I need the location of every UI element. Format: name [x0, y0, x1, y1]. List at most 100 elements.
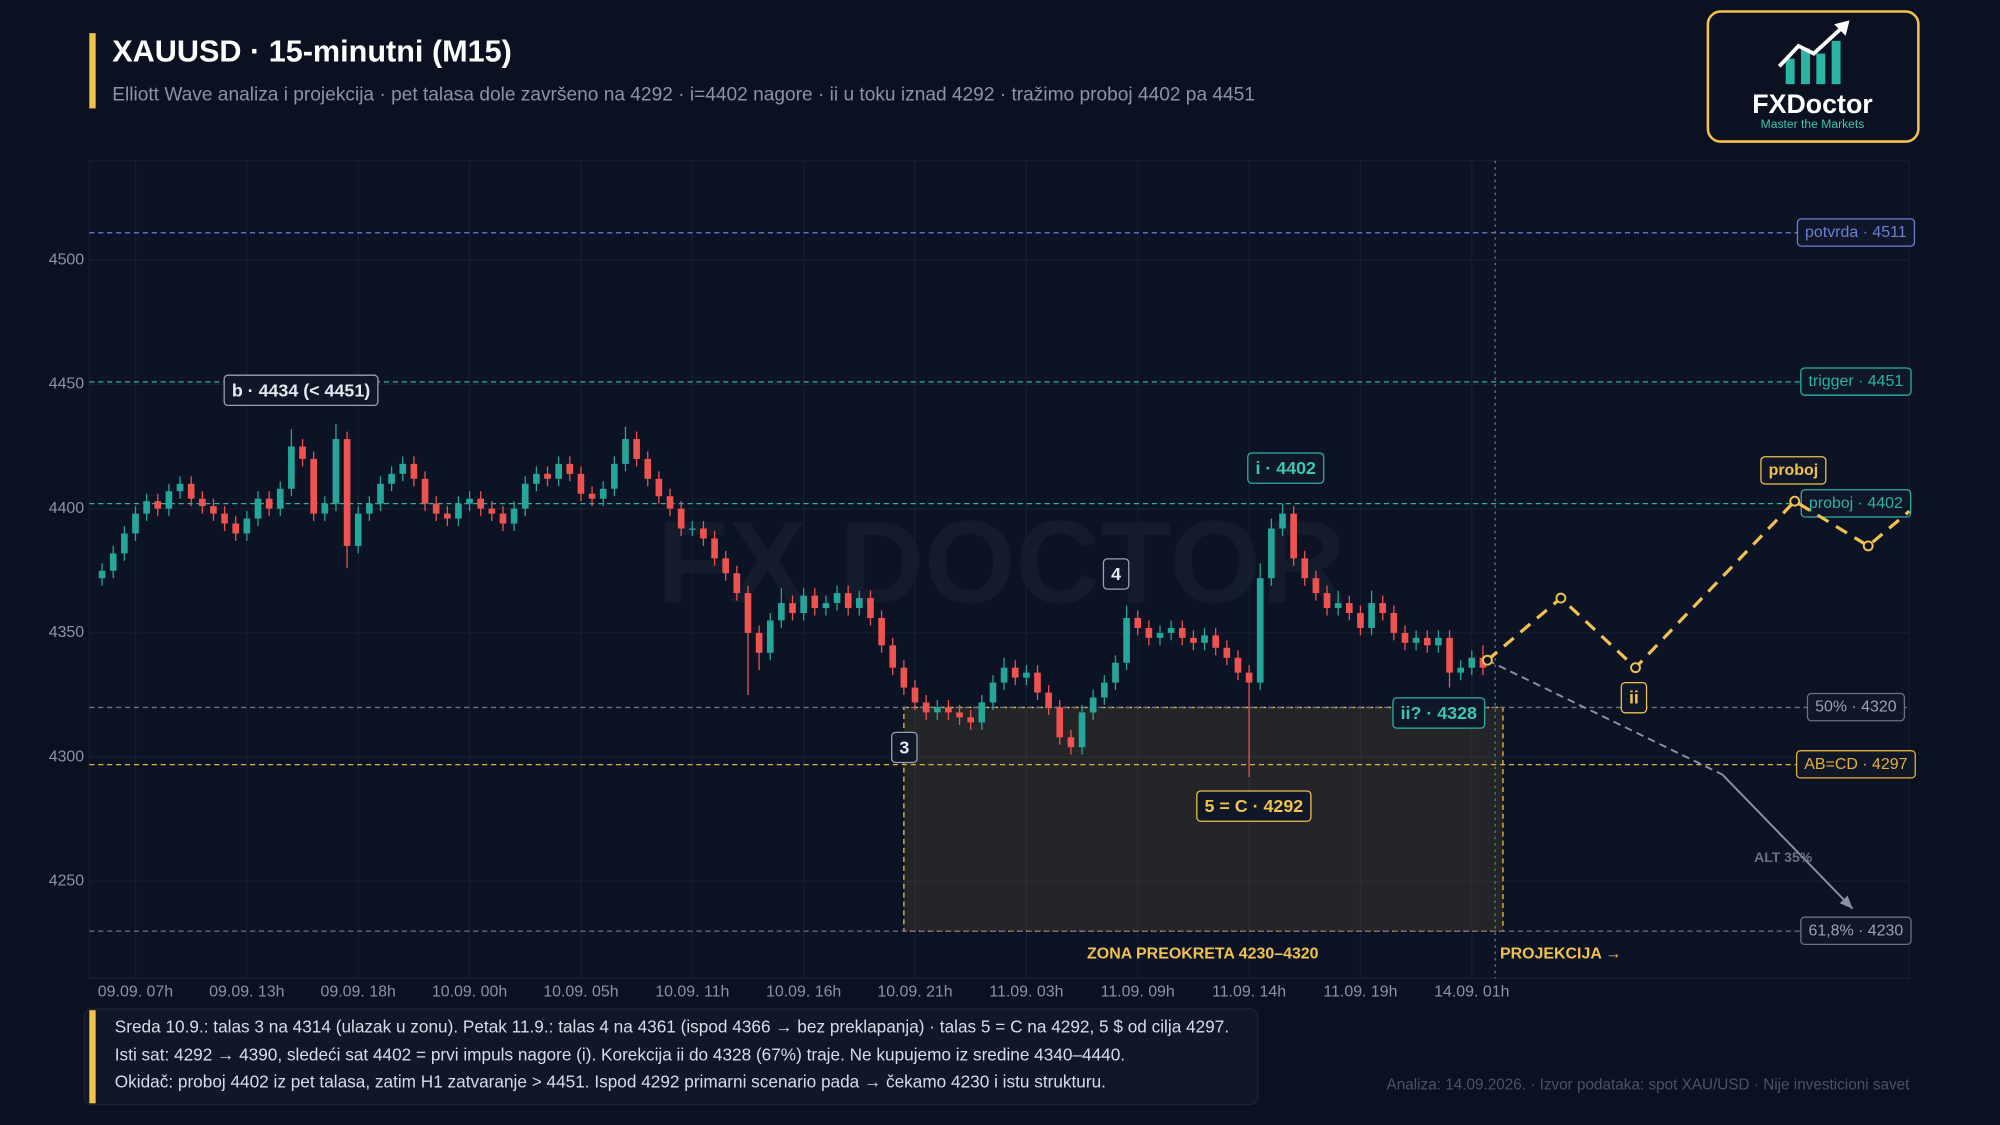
candle-body: [733, 573, 741, 594]
candle-body: [299, 446, 306, 459]
projection-point: [1630, 662, 1641, 674]
logo-name: FXDoctor: [1752, 89, 1873, 119]
candle-body: [1401, 632, 1409, 643]
candle-body: [132, 513, 139, 534]
wave-label: b · 4434 (< 4451): [232, 380, 370, 400]
wave-label: ii: [1629, 688, 1639, 708]
candle-body: [789, 603, 796, 614]
note-line: Isti sat: 4292 → 4390, sledeći sat 4402 …: [115, 1045, 1125, 1065]
y-tick-label: 4450: [49, 376, 85, 393]
x-tick-label: 09.09. 13h: [209, 984, 284, 1001]
candle-body: [1256, 578, 1264, 683]
candle-body: [198, 498, 206, 507]
candle-body: [210, 506, 217, 514]
candle-body: [878, 617, 885, 646]
candle-body: [1134, 617, 1142, 628]
candle-body: [477, 498, 485, 509]
logo-frame: [1706, 10, 1920, 143]
label-box: [1247, 452, 1325, 484]
candle-body: [521, 483, 529, 509]
candle-body: [1067, 737, 1075, 748]
y-tick-label: 4400: [49, 500, 85, 517]
plot-area: [88, 160, 1911, 979]
candle-body: [1123, 617, 1130, 663]
wave-label: 5 = C · 4292: [1204, 796, 1303, 816]
candle-body: [1223, 647, 1231, 658]
candle-body: [1457, 667, 1464, 673]
x-tick-label: 09.09. 07h: [98, 984, 173, 1001]
candle-body: [811, 595, 819, 609]
candle-body: [933, 707, 941, 713]
x-tick-label: 11.09. 09h: [1101, 984, 1175, 1001]
candle-body: [666, 496, 674, 509]
candle-body: [1423, 637, 1431, 646]
x-tick-label: 11.09. 03h: [989, 984, 1063, 1001]
footer: Analiza: 14.09.2026. · Izvor podataka: s…: [1387, 1077, 1911, 1094]
candle-body: [844, 593, 852, 609]
logo-tagline: Master the Markets: [1761, 117, 1865, 131]
candle-body: [989, 682, 997, 703]
candle-body: [510, 508, 518, 524]
label-box: [223, 374, 379, 407]
candle-body: [377, 483, 384, 504]
candle-body: [1412, 637, 1420, 643]
label-box: [1796, 218, 1916, 247]
y-tick-label: 4300: [49, 748, 85, 765]
logo-arrow-head: [1834, 20, 1850, 36]
label-box: [1806, 692, 1906, 722]
candle-body: [766, 620, 774, 653]
note-line: Okidač: proboj 4402 iz pet talasa, zatim…: [115, 1071, 1106, 1091]
label-box: [1196, 790, 1312, 822]
candle-body: [956, 712, 963, 718]
candle-body: [1290, 513, 1297, 559]
label-box: [1760, 456, 1827, 485]
x-tick-label: 11.09. 14h: [1212, 984, 1286, 1001]
label-box: [891, 731, 918, 764]
projection-path: [1486, 499, 1911, 670]
candle-body: [1245, 672, 1253, 683]
candle-body: [288, 446, 295, 489]
candle-body: [711, 538, 718, 559]
candle-body: [443, 513, 451, 519]
y-tick-label: 4350: [49, 624, 85, 641]
projection-point: [1555, 592, 1567, 604]
label-box: [1800, 916, 1912, 946]
candle-body: [1279, 513, 1286, 529]
candle-body: [1190, 637, 1197, 643]
title-bar: [89, 33, 96, 109]
candle-body: [109, 553, 117, 571]
watermark: FX DOCTOR: [657, 496, 1346, 627]
candle-body: [399, 463, 407, 474]
candle-body: [1056, 707, 1064, 738]
candle-body: [978, 702, 986, 723]
candle-body: [499, 513, 507, 524]
candle-body: [243, 518, 251, 534]
candle-body: [555, 463, 562, 479]
candle-body: [421, 478, 429, 504]
candle-body: [98, 570, 106, 579]
candle-body: [911, 687, 919, 703]
candle-body: [1446, 637, 1453, 673]
notes-box: Sreda 10.9.: talas 3 na 4314 (ulazak u z…: [83, 1008, 1259, 1106]
candle-body: [1000, 667, 1008, 683]
candle-body: [677, 508, 685, 529]
candle-body: [1112, 662, 1119, 683]
candle-body: [644, 458, 652, 479]
notes-frame: [83, 1008, 1259, 1106]
candle-body: [410, 463, 418, 479]
candle-body: [232, 523, 240, 534]
candle-body: [332, 439, 340, 504]
x-tick-label: 10.09. 11h: [655, 984, 729, 1001]
logo-bar: [1801, 48, 1810, 85]
label-box: [1800, 367, 1912, 396]
candle-body: [388, 473, 395, 484]
candle-body: [187, 483, 195, 499]
projection-label: PROJEKCIJA →: [1500, 945, 1622, 962]
projection-point: [1789, 495, 1801, 507]
candle-body: [1334, 603, 1342, 609]
candle-body: [1089, 697, 1097, 713]
candle-body: [432, 503, 440, 514]
level-label: 50% · 4320: [1815, 699, 1897, 716]
candle-body: [1468, 657, 1476, 668]
